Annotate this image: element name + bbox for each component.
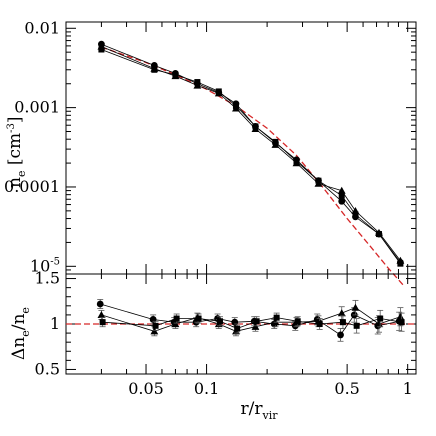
- ratio-point-square: [294, 318, 301, 325]
- data-point-square: [352, 211, 359, 218]
- ratio-point-circle: [96, 300, 104, 308]
- data-point-square: [98, 46, 105, 53]
- y-tick-label: 1: [50, 314, 60, 333]
- data-point-square: [272, 138, 279, 145]
- series-line-triangle: [101, 46, 401, 261]
- y-tick-label: 0.01: [24, 18, 60, 37]
- data-point-square: [252, 123, 259, 130]
- ratio-point-triangle: [150, 327, 159, 335]
- bottom-y-axis-label: Δne/ne: [9, 307, 32, 360]
- ratio-point-square: [99, 319, 106, 326]
- data-point-triangle: [337, 186, 346, 194]
- top-panel: 0.01 0.001 0.0001 10-5 ne [cm-3]: [4, 18, 417, 286]
- x-tick-label: 0.05: [128, 379, 164, 398]
- ratio-point-square: [152, 322, 159, 329]
- x-tick-label: 0.1: [194, 379, 219, 398]
- x-tick-label: 0.5: [334, 379, 359, 398]
- y-tick-label: 0.0001: [4, 177, 60, 196]
- top-y-axis-label: ne [cm-3]: [5, 116, 28, 188]
- ratio-point-square: [377, 315, 384, 322]
- ratio-point-square: [216, 318, 223, 325]
- ratio-point-triangle: [337, 309, 346, 317]
- y-tick-label: 0.5: [35, 359, 60, 378]
- data-point-square: [293, 158, 300, 165]
- ratio-point-square: [253, 318, 260, 325]
- top-plot-frame: [65, 21, 417, 275]
- data-point-triangle: [193, 81, 202, 89]
- y-tick-label: 0.001: [14, 98, 60, 117]
- ratio-point-triangle: [351, 303, 360, 311]
- data-point-square: [338, 192, 345, 199]
- series-line-square: [101, 49, 401, 264]
- bottom-panel: 0.5 1 1.5 0.05 0.1 0.5 1 r/rvir Δne/ne: [9, 269, 417, 422]
- data-point-circle: [338, 197, 346, 205]
- x-tick-label: 1: [403, 379, 413, 398]
- model-curve: [101, 46, 404, 286]
- ratio-point-square: [353, 322, 360, 329]
- ratio-point-square: [234, 325, 241, 332]
- data-point-square: [172, 71, 179, 78]
- y-tick-label: 10-5: [30, 256, 60, 275]
- data-point-square: [232, 102, 239, 109]
- data-point-square: [315, 177, 322, 184]
- ratio-point-square: [273, 314, 280, 321]
- ratio-point-square: [195, 315, 202, 322]
- ratio-point-circle: [337, 331, 344, 339]
- y-tick-label: 1.5: [35, 269, 60, 288]
- ratio-point-square: [316, 321, 323, 327]
- ratio-point-square: [339, 319, 346, 326]
- series-line-circle: [101, 43, 401, 263]
- data-point-square: [194, 79, 201, 86]
- ratio-point-triangle: [97, 310, 106, 319]
- ratio-point-square: [173, 315, 180, 322]
- ratio-point-triangle: [375, 320, 383, 328]
- data-point-square: [375, 231, 382, 238]
- ratio-line-circle: [100, 303, 400, 336]
- ratio-point-square: [398, 319, 405, 326]
- data-point-square: [215, 88, 222, 95]
- x-axis-label: r/rvir: [241, 399, 279, 422]
- ratio-point-triangle: [251, 322, 260, 330]
- data-point-square: [397, 260, 404, 267]
- ratio-point-triangle: [396, 312, 405, 320]
- ratio-point-triangle: [171, 320, 180, 328]
- data-point-square: [151, 66, 158, 73]
